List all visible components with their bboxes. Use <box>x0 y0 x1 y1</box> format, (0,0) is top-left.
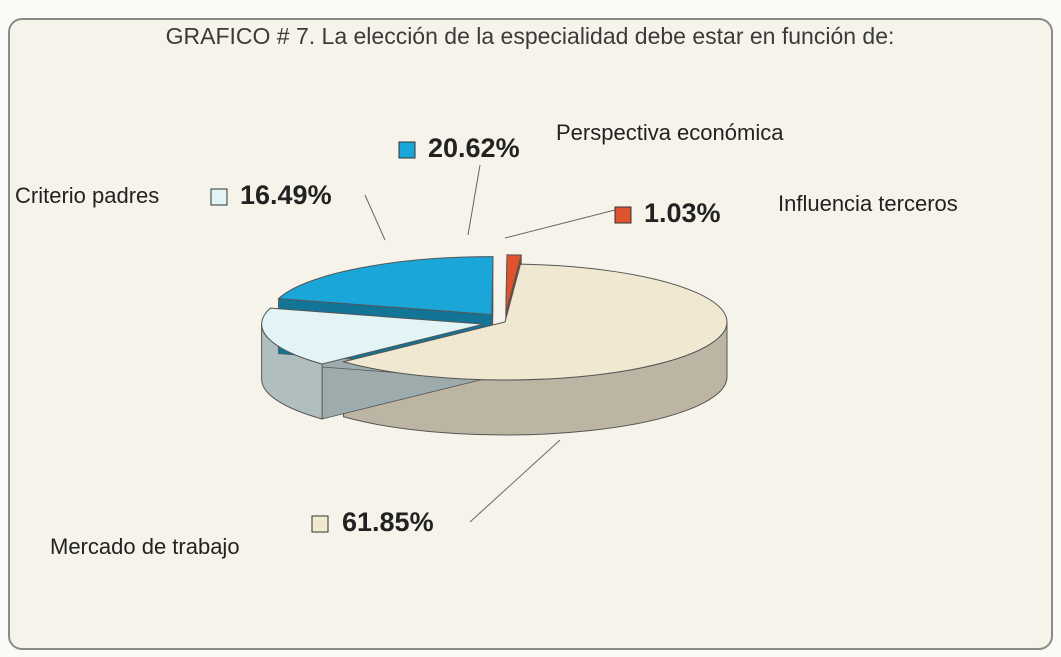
category-label: Criterio padres <box>15 183 159 208</box>
value-label: 1.03% <box>644 198 721 228</box>
legend-key <box>614 206 632 224</box>
leader-line <box>364 194 386 241</box>
category-label: Perspectiva económica <box>556 120 784 145</box>
slice <box>341 263 728 381</box>
legend-key <box>311 515 329 533</box>
leader-line <box>467 164 481 236</box>
slice <box>277 256 494 316</box>
value-label: 61.85% <box>342 507 434 537</box>
category-label: Influencia terceros <box>778 191 958 216</box>
legend-key <box>398 141 416 159</box>
slice <box>505 254 522 313</box>
leader-line <box>504 209 616 239</box>
legend-key <box>210 188 228 206</box>
leader-line <box>469 439 561 523</box>
chart-title: GRAFICO # 7. La elección de la especiali… <box>165 23 895 49</box>
category-label: Mercado de trabajo <box>50 534 240 559</box>
value-label: 20.62% <box>428 133 520 163</box>
slice <box>261 307 484 365</box>
value-label: 16.49% <box>240 180 332 210</box>
